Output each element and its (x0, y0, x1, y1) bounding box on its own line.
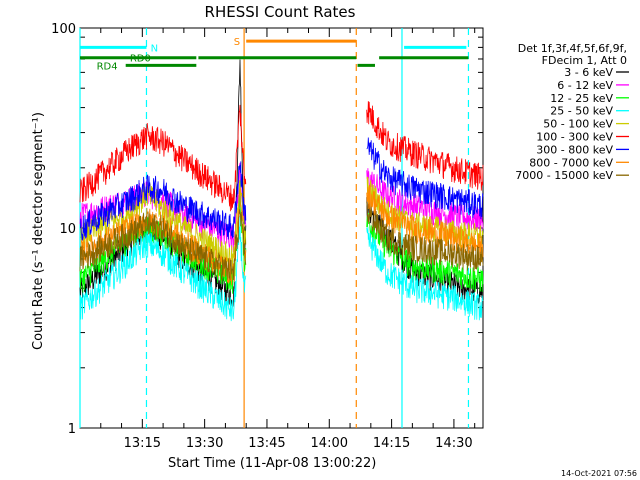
state-bar-label: N (151, 43, 158, 54)
state-bar-label: RD0 (130, 54, 151, 65)
x-tick-label: 14:00 (311, 436, 348, 451)
legend-entry: 7000 - 15000 keV (515, 169, 613, 182)
series-line (79, 101, 484, 212)
series-line (79, 137, 484, 241)
chart-title: RHESSI Count Rates (205, 3, 356, 21)
legend-entry: 3 - 6 keV (564, 66, 613, 79)
y-tick-label: 100 (51, 22, 76, 37)
y-tick-label: 1 (68, 422, 76, 437)
series-line (79, 162, 484, 253)
x-tick-label: 14:15 (373, 436, 410, 451)
legend-header: FDecim 1, Att 0 (542, 54, 627, 67)
state-bar-label: S (234, 37, 240, 48)
state-bar-label: RD4 (97, 61, 118, 72)
x-tick-label: 14:30 (435, 436, 472, 451)
count-rate-series (79, 59, 484, 322)
series-line (79, 216, 484, 322)
series-line (79, 201, 484, 282)
legend-entry: 12 - 25 keV (550, 92, 613, 105)
legend-entry: 100 - 300 keV (536, 131, 613, 144)
legend-entry: 800 - 7000 keV (529, 156, 613, 169)
legend-header: Det 1f,3f,4f,5f,6f,9f, (518, 42, 627, 55)
legend-entry: 50 - 100 keV (543, 118, 613, 131)
x-tick-label: 13:45 (248, 436, 285, 451)
state-bars: N S RD0 RD4 (80, 37, 469, 72)
legend-entry: 6 - 12 keV (557, 79, 613, 92)
y-tick-label: 10 (59, 222, 76, 237)
legend: Det 1f,3f,4f,5f,6f,9f,FDecim 1, Att 03 -… (515, 42, 629, 182)
y-axis-label: Count Rate (s⁻¹ detector segment⁻¹) (31, 112, 46, 350)
legend-entry: 25 - 50 keV (550, 105, 613, 118)
footer-timestamp: 14-Oct-2021 07:56 (561, 469, 637, 478)
x-axis: 13:15 13:30 13:45 14:00 14:15 14:30 (100, 28, 476, 451)
x-tick-label: 13:15 (124, 436, 161, 451)
x-tick-label: 13:30 (186, 436, 223, 451)
x-axis-label: Start Time (11-Apr-08 13:00:22) (168, 456, 376, 471)
legend-entry: 300 - 800 keV (536, 143, 613, 156)
